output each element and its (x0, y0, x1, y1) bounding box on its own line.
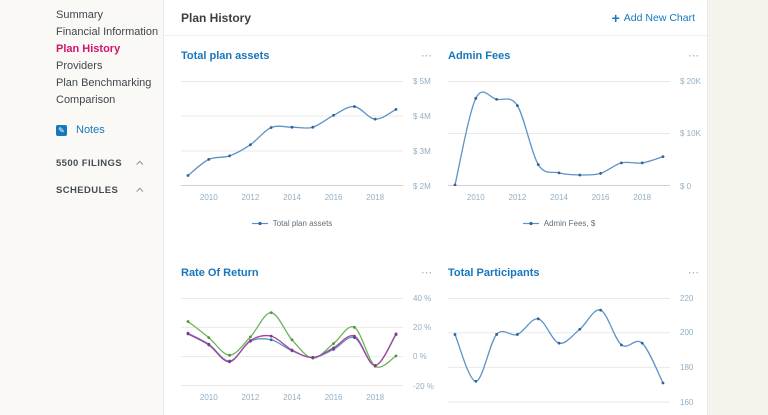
sidebar-item-plan-benchmarking[interactable]: Plan Benchmarking (56, 77, 152, 89)
y-tick-label: $ 20K (680, 76, 701, 86)
more-options-icon[interactable]: ⋯ (688, 266, 700, 279)
line-chart (448, 298, 670, 403)
legend-marker-icon (522, 221, 539, 226)
chart-plot-area: 40 % 20 % 0 % -20 % (181, 294, 434, 391)
chart-plot-area: $ 5M $ 4M $ 3M $ 2M (181, 77, 433, 191)
chart-legend: Admin Fees, $ (448, 219, 670, 228)
line-chart (181, 81, 403, 186)
chart-title: Rate Of Return (181, 266, 259, 279)
x-tick-label: 2010 (466, 193, 485, 202)
more-options-icon[interactable]: ⋯ (688, 49, 700, 62)
chart-legend: Total plan assets (181, 219, 403, 228)
sidebar-item-comparison[interactable]: Comparison (56, 94, 116, 106)
sidebar: Summary Financial Information Plan Histo… (0, 0, 163, 415)
x-tick-label: 2010 (199, 193, 218, 202)
y-axis-labels: $ 20K $ 10K $ 0 (680, 77, 720, 191)
x-tick-label: 2016 (324, 393, 343, 402)
chart-card-rate-of-return: Rate Of Return ⋯ 40 % 20 % 0 % -20 % 2010 20… (181, 265, 434, 415)
chart-title: Total plan assets (181, 49, 270, 62)
chart-header: Rate Of Return ⋯ (181, 265, 433, 280)
chart-card-admin-fees: Admin Fees ⋯ $ 20K $ 10K $ 0 2010 2012 2014 2… (448, 48, 701, 228)
y-tick-label: 160 (680, 397, 694, 407)
sidebar-item-plan-history[interactable]: Plan History (56, 43, 121, 55)
add-new-chart-button[interactable]: + Add New Chart (611, 9, 695, 26)
chart-title: Total Participants (448, 266, 540, 279)
x-tick-label: 2014 (550, 193, 568, 202)
sidebar-item-notes[interactable]: ✎ Notes (56, 124, 149, 136)
panel-header: Plan History + Add New Chart (164, 0, 707, 36)
more-options-icon[interactable]: ⋯ (421, 266, 433, 279)
sidebar-item-financial-information[interactable]: Financial Information (56, 26, 159, 38)
sidebar-item-providers[interactable]: Providers (56, 60, 103, 72)
x-tick-label: 2014 (283, 393, 301, 402)
chart-title: Admin Fees (448, 49, 511, 62)
y-tick-label: 40 % (413, 293, 432, 303)
legend-marker-icon (251, 221, 268, 226)
x-tick-label: 2010 (199, 393, 218, 402)
y-tick-label: 200 (680, 328, 694, 338)
y-tick-label: 220 (680, 293, 694, 303)
sidebar-section-5500-filings[interactable]: 5500 FILINGS (56, 150, 144, 177)
plus-icon: + (611, 9, 620, 26)
page-title: Plan History (181, 10, 252, 25)
y-tick-label: $ 10K (680, 129, 701, 138)
plan-history-panel: Plan History + Add New Chart Total plan … (163, 0, 708, 415)
y-tick-label: $ 0 (680, 181, 692, 191)
line-chart (448, 81, 670, 186)
more-options-icon[interactable]: ⋯ (421, 49, 433, 62)
legend-label: Total plan assets (272, 219, 333, 228)
x-tick-label: 2012 (508, 193, 527, 202)
x-tick-label: 2016 (591, 193, 610, 202)
add-chart-label: Add New Chart (623, 11, 695, 24)
chevron-up-icon (136, 160, 144, 168)
y-axis-labels: 40 % 20 % 0 % -20 % (413, 294, 453, 391)
x-axis-labels: 2010 2012 2014 2016 2018 (181, 193, 403, 203)
notes-pencil-icon: ✎ (56, 124, 67, 136)
chart-plot-area: 220 200 180 160 (448, 294, 700, 415)
x-tick-label: 2012 (241, 393, 260, 402)
y-axis-labels: 220 200 180 160 (680, 294, 720, 415)
x-axis-labels: 2010 2012 2014 2016 2018 (448, 193, 670, 203)
section-label: SCHEDULES (56, 185, 119, 196)
x-axis-labels: 2010 2012 2014 2016 2018 (181, 393, 403, 403)
y-tick-label: 20 % (413, 322, 432, 332)
x-tick-label: 2018 (633, 193, 652, 202)
x-tick-label: 2016 (324, 193, 343, 202)
x-tick-label: 2018 (366, 193, 385, 202)
line-chart (181, 298, 403, 386)
section-label: 5500 FILINGS (56, 158, 123, 169)
chart-plot-area: $ 20K $ 10K $ 0 (448, 77, 701, 191)
y-tick-label: $ 3M (413, 146, 431, 156)
sidebar-nav: Summary Financial Information Plan Histo… (0, 7, 163, 109)
y-tick-label: $ 2M (413, 181, 431, 191)
chart-header: Total Participants ⋯ (448, 265, 700, 280)
sidebar-sections: 5500 FILINGS SCHEDULES (0, 150, 163, 204)
y-axis-labels: $ 5M $ 4M $ 3M $ 2M (413, 77, 453, 191)
chevron-up-icon (136, 187, 144, 195)
chart-card-total-plan-assets: Total plan assets ⋯ $ 5M $ 4M $ 3M $ 2M 201… (181, 48, 433, 228)
y-tick-label: $ 4M (413, 111, 431, 121)
y-tick-label: $ 5M (413, 76, 431, 86)
y-tick-label: 180 (680, 362, 694, 372)
chart-header: Total plan assets ⋯ (181, 48, 433, 63)
sidebar-section-schedules[interactable]: SCHEDULES (56, 177, 144, 204)
x-tick-label: 2014 (283, 193, 301, 202)
chart-header: Admin Fees ⋯ (448, 48, 700, 63)
y-tick-label: -20 % (413, 381, 434, 391)
legend-label: Admin Fees, $ (543, 219, 596, 228)
x-tick-label: 2012 (241, 193, 260, 202)
y-tick-label: 0 % (413, 352, 427, 362)
x-tick-label: 2018 (366, 393, 385, 402)
sidebar-item-summary[interactable]: Summary (56, 9, 104, 21)
notes-label: Notes (76, 124, 105, 136)
